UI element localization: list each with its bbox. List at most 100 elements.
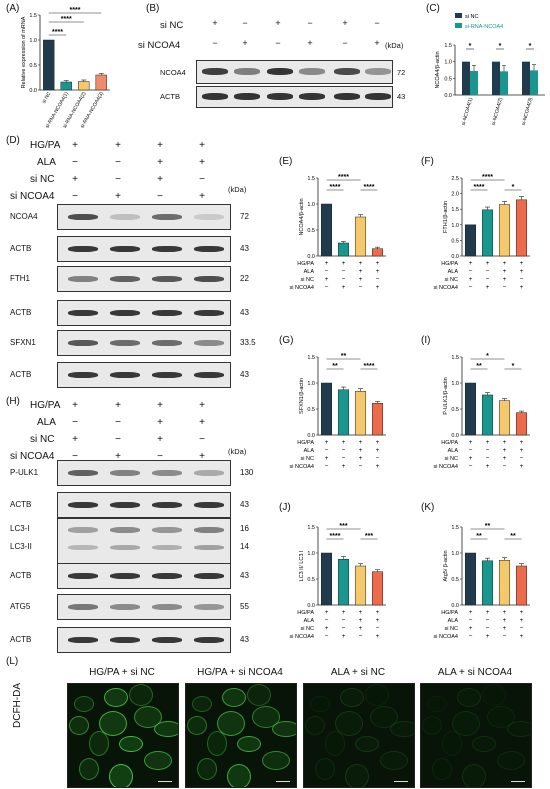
- blot-band: [110, 545, 140, 550]
- condition-sign: +: [157, 157, 163, 168]
- cell-blob: [74, 696, 94, 712]
- y-tick-label: 1.0: [451, 551, 459, 557]
- condition-label: ALA: [304, 618, 315, 624]
- legend-label: si NC: [465, 14, 478, 20]
- bar: [498, 400, 511, 436]
- y-axis-label: SFXN1/β-actin: [299, 378, 305, 414]
- condition-sign: +: [469, 625, 473, 632]
- blot-b-sign: +: [212, 18, 218, 28]
- blot-band: [365, 68, 391, 75]
- condition-sign: −: [157, 191, 163, 202]
- sig-label: ****: [61, 16, 72, 23]
- condition-label: si NC: [301, 456, 314, 462]
- condition-sign: −: [359, 463, 363, 470]
- blot-band: [110, 573, 140, 579]
- blot-band: [110, 340, 140, 346]
- y-tick-label: 0.5: [451, 238, 459, 244]
- condition-sign: +: [503, 617, 507, 624]
- bar: [371, 571, 384, 606]
- blot-band: [68, 604, 98, 610]
- micro-side-label: DCFH-DA: [12, 683, 23, 728]
- blot-band: [110, 372, 140, 378]
- blot-label: ACTB: [10, 571, 32, 580]
- bar: [320, 552, 333, 606]
- condition-sign: +: [376, 617, 380, 624]
- condition-sign: −: [503, 284, 507, 291]
- legend-swatch: [455, 13, 462, 18]
- condition-label: HG/PA: [441, 610, 458, 616]
- condition-sign: +: [157, 434, 163, 445]
- condition-sign: +: [520, 609, 524, 616]
- condition-label: ALA: [304, 269, 315, 275]
- condition-sign: −: [359, 633, 363, 640]
- condition-sign: −: [469, 617, 473, 624]
- condition-label: HG/PA: [441, 440, 458, 446]
- y-tick-label: 0.0: [451, 603, 459, 609]
- cell-blob: [207, 731, 227, 756]
- bar: [337, 389, 350, 436]
- condition-sign: +: [325, 625, 329, 632]
- condition-sign: +: [157, 174, 163, 185]
- blot-band: [194, 527, 224, 533]
- y-axis-label: FTH1/β-actin: [443, 201, 449, 233]
- scale-bar: [394, 781, 408, 782]
- condition-label: HG/PA: [441, 261, 458, 267]
- blot-image: [57, 492, 231, 518]
- cell-blob: [432, 758, 452, 780]
- condition-sign: +: [486, 633, 490, 640]
- condition-label: HG/PA: [297, 261, 314, 267]
- condition-sign: +: [359, 439, 363, 446]
- blot-h-kda: (kDa): [228, 447, 247, 456]
- y-tick-label: 1.0: [444, 60, 452, 66]
- blot-b-kda: (kDa): [385, 41, 404, 50]
- blot-kda: 16: [240, 524, 249, 533]
- blot-kda: 43: [240, 244, 249, 253]
- condition-sign: +: [503, 625, 507, 632]
- blot-band: [152, 470, 182, 476]
- blot-band: [152, 340, 182, 346]
- blot-b-sign: −: [242, 18, 248, 28]
- blot-band: [194, 637, 224, 643]
- blot-band: [194, 372, 224, 378]
- blot-image: [57, 518, 231, 564]
- condition-sign: +: [469, 439, 473, 446]
- blot-b-sign: +: [307, 38, 313, 48]
- condition-sign: +: [72, 140, 78, 151]
- condition-label: ALA: [448, 448, 459, 454]
- condition-sign: +: [376, 284, 380, 291]
- condition-sign: −: [325, 268, 329, 275]
- condition-sign: −: [115, 434, 121, 445]
- blot-kda: 43: [240, 635, 249, 644]
- bar: [498, 204, 511, 257]
- micro-title: ALA + si NCOA4: [437, 667, 513, 678]
- bar: [464, 382, 477, 436]
- micrograph: [303, 683, 415, 788]
- blot-band: [267, 93, 293, 100]
- blot-band: [194, 545, 224, 550]
- sig-label: **: [332, 363, 338, 370]
- condition-label: si NCOA4: [434, 464, 458, 470]
- blot-band: [194, 502, 224, 508]
- sig-label: **: [476, 533, 482, 540]
- condition-label: si NCOA4: [10, 191, 55, 202]
- micrograph: [420, 683, 532, 788]
- cell-blob: [104, 688, 128, 707]
- condition-sign: −: [342, 625, 346, 632]
- blot-band: [110, 310, 140, 316]
- condition-sign: −: [72, 451, 78, 462]
- y-tick-label: 1.0: [307, 551, 315, 557]
- blot-band: [334, 68, 360, 75]
- condition-label: ALA: [304, 448, 315, 454]
- condition-sign: +: [115, 140, 121, 151]
- blot-kda: 14: [240, 542, 249, 551]
- condition-sign: +: [520, 447, 524, 454]
- sig-label: ***: [339, 523, 347, 530]
- sig-label: ****: [338, 174, 349, 181]
- bar: [515, 412, 528, 436]
- condition-sign: −: [486, 617, 490, 624]
- condition-sign: +: [359, 625, 363, 632]
- blot-b-sign: −: [275, 38, 281, 48]
- condition-sign: −: [325, 633, 329, 640]
- condition-sign: +: [520, 284, 524, 291]
